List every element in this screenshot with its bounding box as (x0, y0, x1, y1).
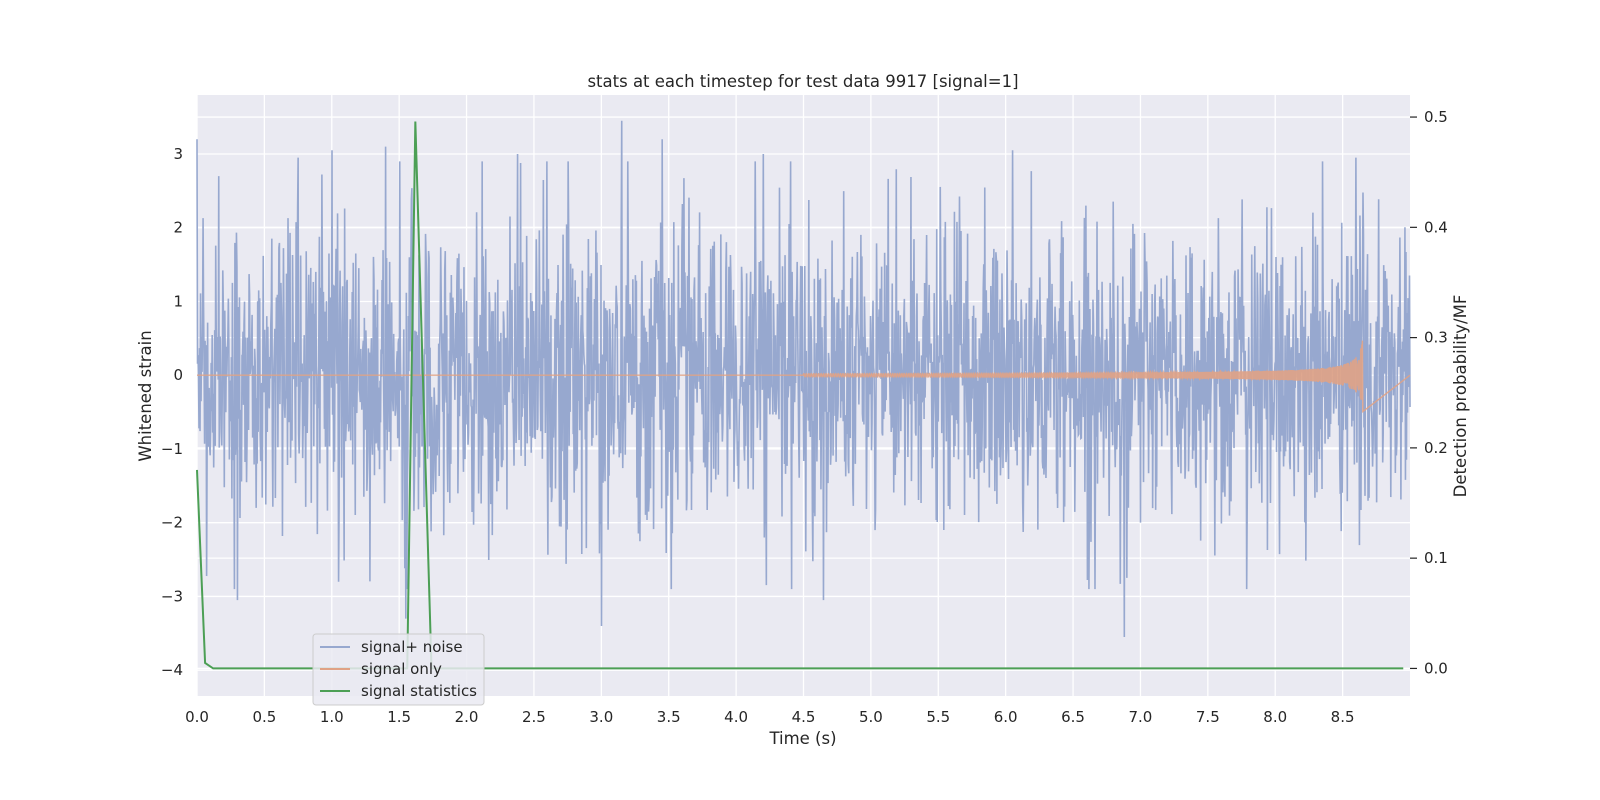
x-tick-label: 5.5 (926, 708, 950, 726)
legend-label-signal-noise: signal+ noise (361, 638, 463, 656)
y-tick-label: 2 (173, 219, 183, 237)
x-tick-label: 4.0 (724, 708, 748, 726)
line-signal-noise (196, 120, 1411, 638)
y-tick-label: −4 (161, 661, 183, 679)
y2-tick-label: 0.4 (1424, 218, 1448, 236)
x-tick-label: 2.0 (455, 708, 479, 726)
x-axis-ticks: 0.0 0.5 1.0 1.5 2.0 2.5 3.0 3.5 4.0 4.5 5.0 5.5 6.0 6… (185, 708, 1354, 726)
x-tick-label: 8.0 (1263, 708, 1287, 726)
y2-tick-label: 0.2 (1424, 439, 1448, 457)
legend: signal+ noise signal only signal statist… (312, 633, 485, 706)
x-tick-label: 3.0 (589, 708, 613, 726)
y2-tick-label: 0.0 (1424, 659, 1448, 677)
x-tick-label: 7.0 (1129, 708, 1153, 726)
x-tick-label: 4.5 (792, 708, 816, 726)
y2-tick-label: 0.1 (1424, 549, 1448, 567)
y-tick-label: 0 (173, 366, 183, 384)
chart-title: stats at each timestep for test data 991… (587, 72, 1018, 91)
x-tick-label: 5.0 (859, 708, 883, 726)
legend-box (312, 633, 485, 706)
x-tick-label: 6.0 (994, 708, 1018, 726)
x-tick-label: 0.0 (185, 708, 209, 726)
legend-label-signal-statistics: signal statistics (361, 682, 477, 700)
y-tick-label: −1 (161, 440, 183, 458)
y2-axis-ticks: 0.0 0.1 0.2 0.3 0.4 0.5 (1410, 108, 1448, 677)
y2-tick-label: 0.3 (1424, 329, 1448, 347)
line-signal-only (197, 340, 1411, 413)
y2-tick-label: 0.5 (1424, 108, 1448, 126)
x-axis-label: Time (s) (768, 729, 836, 748)
legend-label-signal-only: signal only (361, 660, 442, 678)
x-tick-label: 6.5 (1061, 708, 1085, 726)
x-tick-label: 3.5 (657, 708, 681, 726)
y-axis-ticks: −4 −3 −2 −1 0 1 2 3 (161, 145, 183, 679)
y-tick-label: −2 (161, 514, 183, 532)
y-axis-label: Whitened strain (136, 330, 155, 461)
y-tick-label: 3 (173, 145, 183, 163)
y-tick-label: 1 (173, 292, 183, 310)
x-tick-label: 7.5 (1196, 708, 1220, 726)
x-tick-label: 2.5 (522, 708, 546, 726)
y-tick-label: −3 (161, 587, 183, 605)
y2-axis-label: Detection probability/MF (1451, 295, 1470, 498)
series-signal-noise (196, 120, 1411, 638)
x-tick-label: 1.5 (387, 708, 411, 726)
x-tick-label: 0.5 (252, 708, 276, 726)
series-signal-only (197, 340, 1411, 413)
x-tick-label: 1.0 (320, 708, 344, 726)
x-tick-label: 8.5 (1331, 708, 1355, 726)
